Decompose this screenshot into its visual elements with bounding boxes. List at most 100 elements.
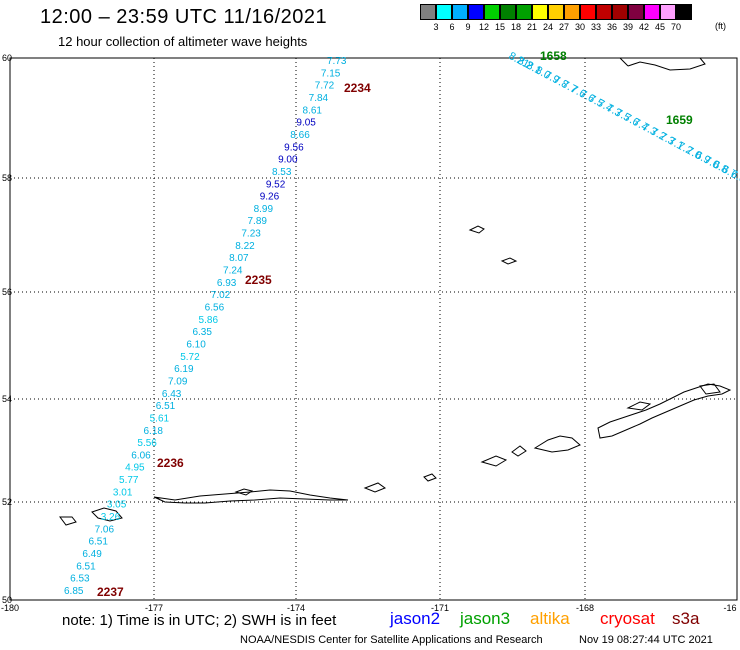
pass-time-label: 1659 xyxy=(666,113,693,127)
longitude-labels: -180 -177 -174 -171 -168 -16 xyxy=(1,603,737,613)
legend-label: 27 xyxy=(558,22,569,32)
legend-unit: (ft) xyxy=(715,21,726,31)
latitude-label: 56 xyxy=(2,287,12,297)
wave-height-value: 7.06 xyxy=(95,524,115,535)
jason3-track-values: 8.218.28.18.07.97.87.77.67.67.57.47.37.5… xyxy=(507,50,740,186)
wave-height-value: 6.51 xyxy=(156,401,176,412)
mission-label-cryosat: cryosat xyxy=(600,609,655,628)
legend-swatch xyxy=(452,4,468,20)
legend-label: 6 xyxy=(449,22,455,32)
legend-swatch xyxy=(660,4,676,20)
legend-swatch xyxy=(596,4,612,20)
wave-height-value: 7.84 xyxy=(309,93,329,104)
wave-height-value: 7.23 xyxy=(241,229,261,240)
longitude-label: -174 xyxy=(287,603,305,613)
wave-height-value: 8.61 xyxy=(303,105,323,116)
wave-height-value: 3.05 xyxy=(107,500,127,511)
legend-label: 33 xyxy=(590,22,601,32)
wave-height-value: 6.19 xyxy=(174,364,194,375)
wave-height-value: 7.15 xyxy=(321,68,341,79)
legend-label: 12 xyxy=(478,22,489,32)
legend-swatch xyxy=(532,4,548,20)
wave-height-value: 5.77 xyxy=(119,475,139,486)
latitude-label: 58 xyxy=(2,173,12,183)
latitude-label: 52 xyxy=(2,497,12,507)
legend-swatch xyxy=(612,4,628,20)
legend-label: 30 xyxy=(574,22,585,32)
legend-swatch xyxy=(420,4,436,20)
wave-height-value: 6.43 xyxy=(162,389,182,400)
wave-height-value: 5.56 xyxy=(137,438,157,449)
pass-time-label: 2237 xyxy=(97,585,124,599)
legend-swatch xyxy=(564,4,580,20)
latitude-labels: 60 58 56 54 52 50 xyxy=(2,53,12,605)
wave-height-value: 5.72 xyxy=(180,352,200,363)
wave-height-value: 3.01 xyxy=(113,487,133,498)
legend-label: 70 xyxy=(670,22,681,32)
legend-label: 9 xyxy=(465,22,471,32)
wave-height-value: 7.72 xyxy=(315,81,335,92)
wave-height-value: 7.09 xyxy=(168,376,188,387)
wave-height-value: 6.49 xyxy=(82,549,102,560)
wave-height-value: 7.24 xyxy=(223,266,243,277)
pass-time-label: 2235 xyxy=(245,273,272,287)
longitude-label: -177 xyxy=(145,603,163,613)
wave-height-value: 8.99 xyxy=(254,204,274,215)
latitude-label: 50 xyxy=(2,595,12,605)
footer-note: note: 1) Time is in UTC; 2) SWH is in fe… xyxy=(62,612,337,629)
page-title: 12:00 – 23:59 UTC 11/16/2021 xyxy=(40,6,328,28)
pass-time-labels: 2234 2235 2236 2237 1658 1659 xyxy=(97,49,693,599)
wave-height-value: 9.52 xyxy=(266,179,286,190)
wave-height-value: 9.56 xyxy=(284,142,304,153)
wave-height-value: 6.53 xyxy=(70,574,90,585)
pass-time-label: 2236 xyxy=(157,456,184,470)
legend-swatch xyxy=(516,4,532,20)
wave-height-value: 5.61 xyxy=(150,413,170,424)
longitude-label: -16 xyxy=(723,603,736,613)
legend-swatch xyxy=(500,4,516,20)
longitude-label: -171 xyxy=(431,603,449,613)
cryosat-track-values: 7.737.15 7.727.848.61 9.058.669.56 9.008.53… xyxy=(64,56,347,597)
legend-swatch xyxy=(436,4,452,20)
page-subtitle: 12 hour collection of altimeter wave hei… xyxy=(58,34,308,49)
wave-height-value: 7.73 xyxy=(327,56,347,67)
legend-swatch xyxy=(548,4,564,20)
wave-height-value: 8.66 xyxy=(290,130,310,141)
wave-height-value: 4.95 xyxy=(125,463,145,474)
map-frame xyxy=(9,57,738,601)
mission-label-jason2: jason2 xyxy=(390,609,441,628)
legend-label: 39 xyxy=(622,22,633,32)
mission-label-s3a: s3a xyxy=(672,609,700,628)
wave-height-value: 6.10 xyxy=(186,339,206,350)
legend-swatch xyxy=(628,4,644,20)
mission-label-jason3: jason3 xyxy=(460,609,511,628)
mission-label-altika: altika xyxy=(530,609,570,628)
longitude-label: -180 xyxy=(1,603,19,613)
wave-height-value: 9.05 xyxy=(296,118,316,129)
wave-height-value: 6.6 xyxy=(729,168,740,186)
wave-height-value: 7.89 xyxy=(247,216,267,227)
coastline xyxy=(59,57,732,526)
latitude-label: 54 xyxy=(2,394,12,404)
wave-height-value: 7.02 xyxy=(211,290,231,301)
pass-time-label: 1658 xyxy=(540,49,567,63)
footer-credit: NOAA/NESDIS Center for Satellite Applica… xyxy=(240,634,543,646)
pass-time-label: 2234 xyxy=(344,81,371,95)
wave-height-value: 6.85 xyxy=(64,586,84,597)
wave-height-value: 6.35 xyxy=(192,327,212,338)
legend-label: 15 xyxy=(494,22,505,32)
longitude-label: -168 xyxy=(576,603,594,613)
legend-label: 3 xyxy=(433,22,439,32)
wave-height-value: 6.51 xyxy=(76,561,96,572)
legend-label: 21 xyxy=(526,22,537,32)
legend-label: 36 xyxy=(606,22,617,32)
legend-swatch xyxy=(644,4,660,20)
wave-height-value: 6.18 xyxy=(144,426,164,437)
legend-labels: 3 6 9 12 15 18 21 24 27 30 33 36 39 42 45 70 xyxy=(428,20,692,32)
color-legend: 3 6 9 12 15 18 21 24 27 30 33 36 39 42 45 70 xyxy=(420,4,692,32)
legend-swatch xyxy=(484,4,500,20)
wave-height-value: 3.26 xyxy=(101,512,121,523)
legend-swatch xyxy=(580,4,596,20)
wave-height-value: 8.22 xyxy=(235,241,255,252)
